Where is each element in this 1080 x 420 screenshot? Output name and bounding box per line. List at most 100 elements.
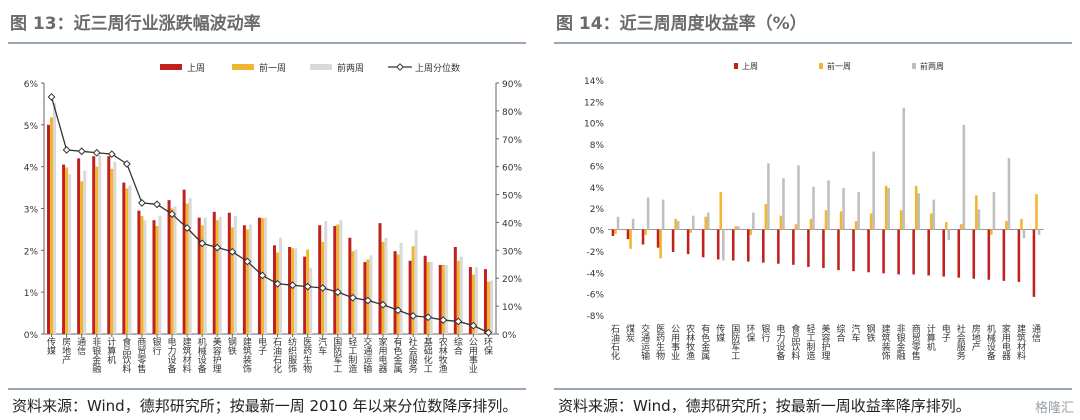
bar-前一周 <box>809 218 813 230</box>
y-tick-label: -4% <box>586 269 604 279</box>
line-point <box>364 296 372 305</box>
y-tick-label: 14% <box>584 77 604 87</box>
x-tick-label: 设 <box>987 342 996 353</box>
line-point <box>228 247 237 256</box>
y-tick-label: 10% <box>584 120 604 130</box>
bar-前两周 <box>188 198 192 334</box>
x-tick-label: 石 <box>273 356 282 366</box>
legend-label: 前两周 <box>920 61 944 71</box>
line-point <box>243 257 252 266</box>
x-tick-label: 算 <box>927 332 936 344</box>
x-tick-label: 零 <box>912 342 921 353</box>
x-tick-label: 织 <box>288 345 297 357</box>
bar-上周 <box>273 245 277 334</box>
bar-前一周 <box>456 260 460 334</box>
bar-前两周 <box>1022 229 1026 239</box>
x-tick-label: 用 <box>1002 333 1011 344</box>
x-tick-label: 建 <box>243 336 252 348</box>
x-tick-label: 家 <box>378 336 387 348</box>
x-tick-label: 牧 <box>686 341 695 353</box>
x-tick-label: 理 <box>213 364 222 375</box>
line-point <box>138 199 146 207</box>
y2-tick-label: 60% <box>502 164 522 174</box>
bar-上周 <box>393 251 397 334</box>
bar-上周 <box>671 229 675 252</box>
watermark-logo: 格隆汇 <box>1034 401 1074 416</box>
bar-上周 <box>746 229 750 262</box>
x-tick-label: 筑 <box>882 332 891 344</box>
x-tick-label: 生 <box>656 341 665 353</box>
legend-label: 前两周 <box>337 62 364 74</box>
x-tick-label: 护 <box>213 354 222 366</box>
line-point <box>333 288 342 297</box>
line-point <box>77 147 86 156</box>
x-tick-label: 电 <box>1002 341 1011 353</box>
bar-上周 <box>957 229 961 278</box>
x-tick-label: 金 <box>394 354 403 366</box>
x-tick-label: 油 <box>273 345 282 357</box>
bar-前两周 <box>474 267 478 334</box>
x-tick-label: 备 <box>198 363 207 375</box>
y2-tick-label: 70% <box>502 136 522 146</box>
x-tick-label: 运 <box>641 342 650 353</box>
bar-前两周 <box>767 163 770 230</box>
y2-tick-label: 20% <box>502 275 522 285</box>
x-tick-label: 车 <box>318 345 327 357</box>
line-point <box>394 306 402 315</box>
bar-前两周 <box>676 221 680 230</box>
bar-前两周 <box>489 280 493 334</box>
bar-前两周 <box>279 237 283 334</box>
bar-前一周 <box>276 252 280 334</box>
x-tick-label: 料 <box>122 363 131 375</box>
x-tick-label: 机 <box>107 354 116 366</box>
bar-上周 <box>438 264 442 334</box>
bar-前两周 <box>444 264 448 334</box>
line-point <box>273 279 282 288</box>
bar-上周 <box>122 182 126 334</box>
bar-前两周 <box>646 197 650 230</box>
legend-swatch <box>819 63 823 69</box>
line-point <box>409 311 418 320</box>
x-tick-label: 军 <box>333 355 342 366</box>
x-tick-label: 器 <box>1002 351 1011 362</box>
line-point <box>62 146 71 154</box>
x-tick-label: 工 <box>806 334 815 344</box>
bar-前两周 <box>324 221 328 334</box>
bar-前两周 <box>887 187 890 230</box>
bar-前一周 <box>884 185 888 230</box>
bar-上周 <box>152 220 156 334</box>
bar-前两周 <box>797 165 800 230</box>
line-point <box>439 316 448 324</box>
x-tick-label: 物 <box>303 363 312 375</box>
bar-前两周 <box>68 174 72 334</box>
x-tick-label: 药 <box>303 346 312 357</box>
bar-上周 <box>378 223 382 334</box>
x-tick-label: 容 <box>821 332 830 344</box>
bar-上周 <box>762 229 765 263</box>
bar-前一周 <box>854 221 858 230</box>
bar-上周 <box>852 229 855 272</box>
x-tick-label: 石 <box>611 325 620 335</box>
bar-上周 <box>927 229 930 276</box>
x-tick-label: 备 <box>987 350 996 362</box>
bar-前两周 <box>399 242 403 334</box>
bar-上周 <box>167 200 171 334</box>
y2-tick-label: 80% <box>502 108 522 118</box>
x-tick-label: 材 <box>1017 341 1026 353</box>
bar-前一周 <box>824 210 828 230</box>
bar-前两周 <box>384 237 388 334</box>
x-tick-label: 石 <box>611 343 620 353</box>
bar-前一周 <box>689 229 692 233</box>
x-tick-label: 煤 <box>626 323 635 335</box>
legend-swatch <box>912 63 916 69</box>
x-tick-label: 业 <box>671 351 680 362</box>
bar-上周 <box>626 229 630 240</box>
x-tick-label: 媒 <box>716 333 725 344</box>
bar-前一周 <box>245 229 249 334</box>
y-tick-label: 3% <box>24 206 39 216</box>
bar-前一周 <box>65 167 69 334</box>
x-tick-label: 电 <box>258 336 267 348</box>
x-tick-label: 务 <box>957 350 966 362</box>
bar-前一周 <box>306 249 310 334</box>
x-tick-label: 物 <box>656 350 665 362</box>
